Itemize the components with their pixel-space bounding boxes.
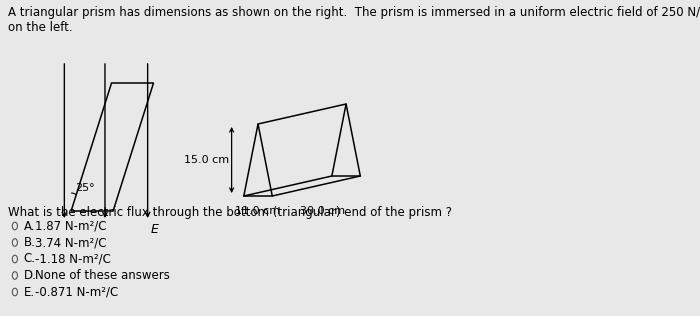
Text: A.: A. (24, 220, 35, 233)
Text: 1.87 N-m²/C: 1.87 N-m²/C (35, 220, 106, 233)
Text: D.: D. (24, 269, 36, 282)
Text: A triangular prism has dimensions as shown on the right.  The prism is immersed : A triangular prism has dimensions as sho… (8, 6, 700, 19)
Text: E: E (150, 223, 158, 236)
Text: 3.74 N-m²/C: 3.74 N-m²/C (35, 236, 106, 249)
Text: 11.0 cm: 11.0 cm (235, 206, 281, 216)
Text: 25°: 25° (75, 183, 94, 193)
Text: 30.0 cm: 30.0 cm (300, 206, 346, 216)
Text: on the left.: on the left. (8, 21, 73, 34)
Text: -1.18 N-m²/C: -1.18 N-m²/C (35, 252, 111, 265)
Text: B.: B. (24, 236, 36, 249)
Text: None of these answers: None of these answers (35, 269, 170, 282)
Text: 15.0 cm: 15.0 cm (184, 155, 229, 165)
Text: What is the electric flux through the bottom (triangular) end of the prism ?: What is the electric flux through the bo… (8, 206, 452, 219)
Text: C.: C. (24, 252, 36, 265)
Text: E.: E. (24, 285, 35, 299)
Text: -0.871 N-m²/C: -0.871 N-m²/C (35, 285, 118, 299)
